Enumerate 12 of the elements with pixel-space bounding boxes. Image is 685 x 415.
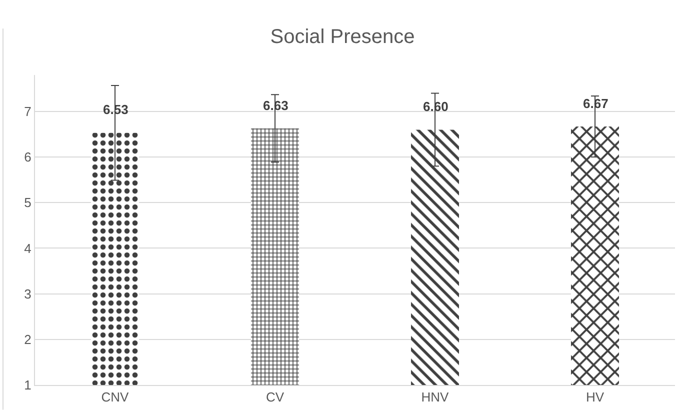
- x-tick-label: CNV: [101, 390, 130, 405]
- chart-title: Social Presence: [270, 26, 415, 48]
- y-tick-label: 5: [24, 195, 32, 210]
- y-tick-label: 3: [24, 286, 32, 302]
- x-tick-label: CV: [266, 390, 284, 405]
- y-tick-label: 2: [24, 332, 32, 347]
- y-tick-label: 1: [24, 378, 32, 393]
- y-tick-label: 7: [24, 104, 32, 120]
- x-tick-label: HNV: [421, 390, 450, 405]
- x-tick-label: HV: [586, 390, 604, 405]
- y-tick-label: 6: [24, 150, 32, 165]
- y-tick-label: 4: [24, 240, 32, 256]
